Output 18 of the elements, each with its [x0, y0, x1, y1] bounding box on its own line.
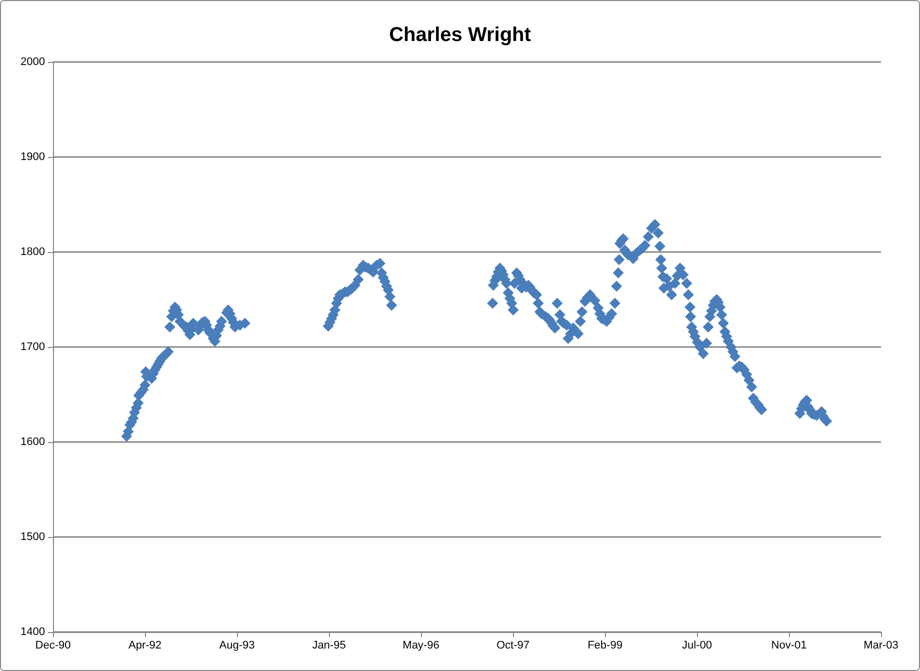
chart-title: Charles Wright	[389, 24, 532, 46]
x-tick-label: May-96	[402, 640, 440, 652]
y-tick-label: 1400	[20, 626, 45, 638]
y-tick-label: 1700	[20, 341, 45, 353]
x-tick-label: Aug-93	[219, 640, 255, 652]
x-tick-label: Nov-01	[771, 640, 807, 652]
x-tick-label: Dec-90	[35, 640, 71, 652]
x-tick-label: Apr-92	[128, 640, 162, 652]
x-tick-label: Mar-03	[864, 640, 898, 652]
y-tick-label: 1500	[20, 531, 45, 543]
y-tick-label: 1800	[20, 246, 45, 258]
x-tick-label: Jul-00	[682, 640, 712, 652]
y-tick-label: 1600	[20, 436, 45, 448]
x-tick-label: Jan-95	[312, 640, 346, 652]
y-tick-label: 1900	[20, 151, 45, 163]
y-tick-label: 2000	[20, 56, 45, 68]
x-tick-label: Feb-99	[588, 640, 622, 652]
x-tick-label: Oct-97	[496, 640, 530, 652]
